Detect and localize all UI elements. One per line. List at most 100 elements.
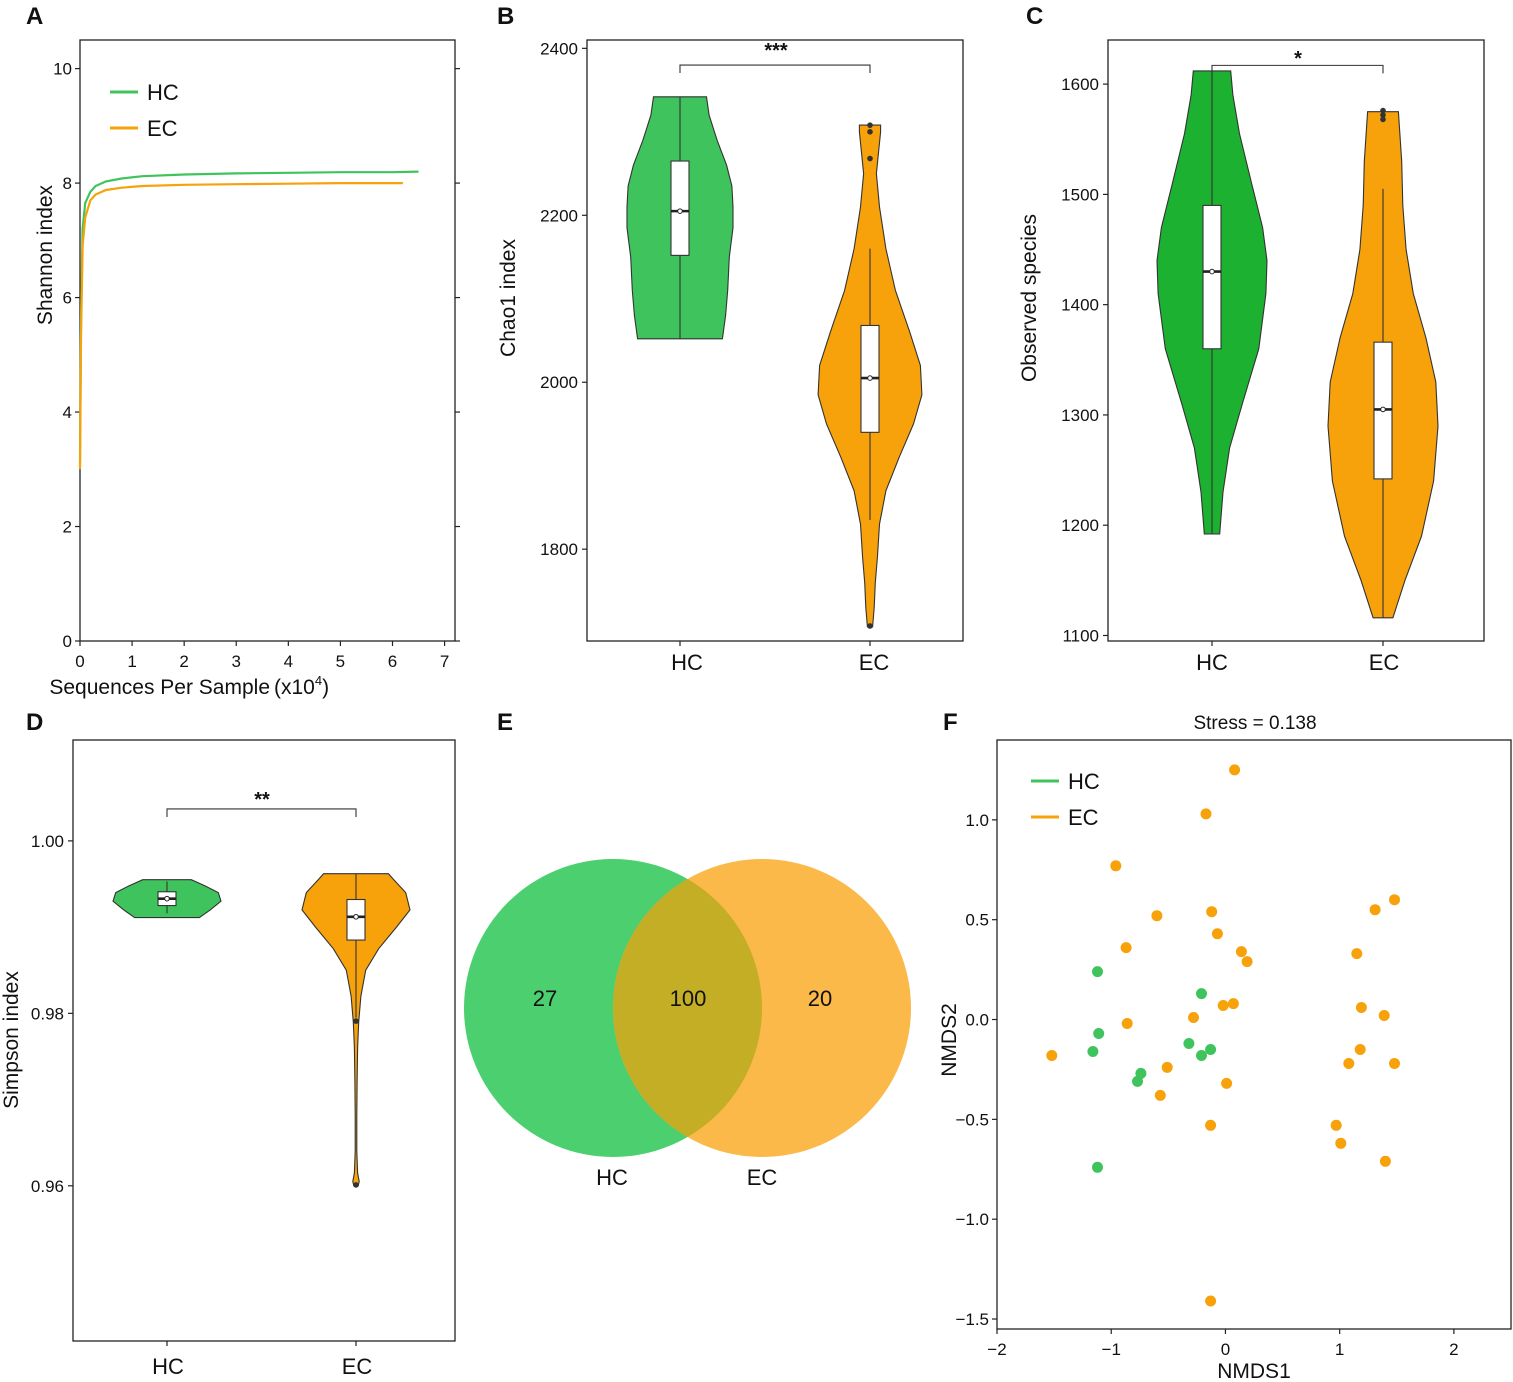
panel-a-xlabel-unit-open: (x10 <box>274 676 315 699</box>
panel-f-point-ec-7 <box>1235 946 1247 958</box>
panel-b-ylabel: Chao1 index <box>497 239 520 357</box>
panel-d-significance-bracket <box>166 808 357 817</box>
panel-c-significance: * <box>1294 48 1302 70</box>
venn-label-hc: HC <box>596 1165 628 1190</box>
panel-f-point-ec-1 <box>1200 808 1212 820</box>
panel-f-point-ec-27 <box>1330 1119 1342 1131</box>
panel-label-e: E <box>497 709 513 736</box>
panel-a-xtick-label-2: 2 <box>179 652 188 671</box>
panel-b-ytick-label-1: 2000 <box>540 373 578 392</box>
panel-f-xtick-label-3: 1 <box>1335 1340 1344 1359</box>
panel-c-ytick-label-0: 1100 <box>1062 626 1099 645</box>
panel-d-mean-hc <box>164 895 170 902</box>
panel-a-legend-hc-label: HC <box>147 80 179 105</box>
panel-a-ytick-label-0: 0 <box>63 632 72 651</box>
panel-f-point-ec-13 <box>1046 1050 1058 1061</box>
panel-c-group-ec: EC <box>1369 650 1400 675</box>
panel-f-ylabel: NMDS2 <box>938 1003 961 1077</box>
panel-b-outlier-ec-2 <box>867 129 873 135</box>
panel-b-ytick-label-2: 2200 <box>540 206 578 225</box>
panel-a-legend-ec-label: EC <box>147 116 178 141</box>
panel-b-outlier-ec-1 <box>867 155 873 162</box>
panel-a-xtick-label-5: 5 <box>336 652 345 671</box>
panel-a-xlabel: Sequences Per Sample <box>49 676 270 699</box>
panel-a-xtick-label-3: 3 <box>232 652 241 671</box>
panel-b-significance: *** <box>764 40 788 62</box>
panel-c-ytick-label-2: 1300 <box>1061 406 1099 425</box>
panel-b-significance-bracket <box>679 64 871 74</box>
panel-f-title: Stress = 0.138 <box>1193 713 1316 734</box>
panel-b-outlier-ec-3 <box>867 122 873 128</box>
panel-f-point-ec-3 <box>1151 910 1163 922</box>
venn-ec-unique-count: 20 <box>808 986 832 1011</box>
panel-c-significance-bracket <box>1211 64 1384 74</box>
panel-a-xlabel-unit: (x104) <box>274 673 329 699</box>
panel-f-ytick-label-4: 0.5 <box>965 911 989 930</box>
panel-f-point-ec-5 <box>1120 942 1132 954</box>
panel-f-point-hc-9 <box>1092 1161 1103 1173</box>
panel-a-series-ec-line <box>78 182 403 470</box>
panel-a-xtick-label-4: 4 <box>284 652 293 671</box>
panel-a-xtick-label-1: 1 <box>127 652 136 671</box>
panel-a-xtick-label-7: 7 <box>440 652 449 671</box>
panel-label-b: B <box>497 3 514 30</box>
panel-d-ytick-label-1: 0.98 <box>31 1004 64 1023</box>
panel-b-outlier-ec-0 <box>867 623 873 629</box>
venn-hc-unique-count: 27 <box>533 986 557 1011</box>
panel-f-ytick-label-1: −1.0 <box>955 1210 989 1229</box>
panel-f-point-hc-1 <box>1093 1028 1105 1039</box>
panel-d-ytick-label-2: 1.00 <box>31 832 64 851</box>
panel-a-ytick-label-1: 2 <box>63 518 72 537</box>
panel-b-mean-hc <box>677 208 683 214</box>
panel-d-group-ec: EC <box>342 1354 373 1379</box>
panel-f-xtick-label-4: 2 <box>1449 1340 1458 1359</box>
panel-f-point-hc-6 <box>1196 988 1207 1000</box>
panel-b-group-hc: HC <box>671 650 703 675</box>
panel-f-xtick-label-0: −2 <box>987 1340 1006 1359</box>
panel-f-ytick-label-3: 0.0 <box>965 1011 989 1030</box>
panel-f-point-ec-2 <box>1110 860 1122 872</box>
panel-f-point-ec-12 <box>1227 998 1239 1010</box>
panel-a-ytick-label-5: 10 <box>53 60 72 79</box>
panel-b-chao1-violin: Chao1 index HC EC *** 1800 2000 2200 2400 <box>497 39 964 675</box>
panel-c-outlier-ec-1 <box>1380 112 1386 118</box>
panel-label-c: C <box>1026 3 1043 30</box>
panel-a-ylabel: Shannon index <box>34 184 57 325</box>
panel-a-ytick-label-3: 6 <box>63 289 72 308</box>
panel-d-ylabel: Simpson index <box>0 971 23 1109</box>
panel-a-xlabel-unit-close: ) <box>322 676 329 699</box>
panel-f-nmds-scatter: Stress = 0.138 NMDS2 NMDS1 HC EC −1.5 −1.… <box>938 713 1512 1382</box>
panel-f-point-ec-29 <box>1379 1155 1391 1167</box>
panel-c-ytick-label-1: 1200 <box>1061 516 1099 535</box>
panel-d-mean-ec <box>353 913 359 920</box>
panel-c-ylabel: Observed species <box>1018 214 1041 382</box>
panel-a-ytick-label-4: 8 <box>63 174 72 193</box>
panel-d-group-hc: HC <box>152 1354 184 1379</box>
panel-f-point-ec-19 <box>1351 948 1363 960</box>
panel-f-legend-hc-label: HC <box>1068 769 1100 794</box>
panel-label-f: F <box>943 709 958 736</box>
panel-f-point-ec-26 <box>1389 1058 1400 1069</box>
panel-d-ytick-label-0: 0.96 <box>31 1177 64 1196</box>
panel-f-point-hc-7 <box>1196 1050 1207 1061</box>
panel-d-outlier-ec-0 <box>353 1018 359 1024</box>
panel-a-frame <box>79 39 456 642</box>
panel-f-point-ec-0 <box>1229 764 1241 776</box>
panel-f-point-ec-16 <box>1221 1077 1233 1089</box>
panel-a-xlabel-exponent: 4 <box>315 673 322 688</box>
venn-label-ec: EC <box>747 1165 778 1190</box>
panel-f-point-ec-24 <box>1354 1044 1366 1055</box>
panel-f-point-ec-25 <box>1343 1058 1355 1069</box>
panel-e-venn-diagram: 27 100 20 HC EC <box>464 859 911 1190</box>
panel-f-ytick-label-0: −1.5 <box>955 1310 989 1329</box>
panel-d-frame <box>72 739 456 1342</box>
panel-d-significance: ** <box>254 789 270 811</box>
panel-c-frame <box>1107 39 1485 642</box>
panel-f-point-ec-23 <box>1378 1010 1390 1021</box>
panel-label-d: D <box>26 709 43 736</box>
panel-f-point-hc-4 <box>1135 1067 1147 1079</box>
panel-f-point-ec-11 <box>1217 1000 1229 1011</box>
panel-d-box-ec <box>346 898 366 941</box>
panel-b-box-hc <box>670 160 690 256</box>
panel-f-point-ec-8 <box>1241 956 1253 968</box>
